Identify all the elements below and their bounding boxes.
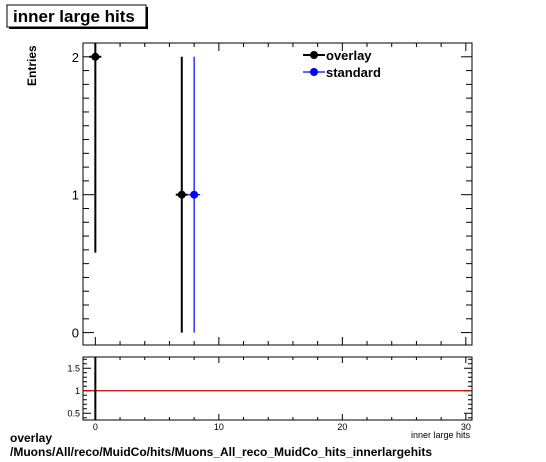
main-axis-ticks [83, 43, 472, 345]
main-series-layer [89, 43, 201, 333]
ratio-x-tick-label: 10 [214, 422, 224, 432]
y-tick-label: 2 [72, 50, 79, 65]
legend-label-standard: standard [326, 65, 381, 80]
data-point-overlay [91, 52, 100, 61]
footer-histogram-path: /Muons/All/reco/MuidCo/hits/Muons_All_re… [10, 445, 433, 459]
ratio-axis-ticks [83, 357, 472, 420]
legend: overlay standard [303, 48, 381, 80]
chart-title: inner large hits [13, 7, 135, 26]
ratio-x-tick-label: 30 [461, 422, 471, 432]
y-tick-label: 0 [72, 326, 79, 341]
footer-overlay-label: overlay [10, 431, 53, 445]
data-point-standard [190, 190, 199, 199]
main-plot-frame [82, 42, 473, 346]
y-tick-label: 1 [72, 188, 79, 203]
title-box-frame [6, 4, 147, 28]
legend-label-overlay: overlay [326, 48, 372, 63]
ratio-plot-frame [82, 356, 473, 421]
ratio-y-tick-label: 1.5 [67, 363, 80, 373]
ratio-series-layer [83, 357, 472, 420]
y-axis-label: Entries [25, 45, 39, 86]
ratio-y-tick-label: 0.5 [67, 408, 80, 418]
x-axis-label: inner large hits [411, 430, 471, 440]
legend-marker-standard [310, 68, 318, 76]
ratio-tick-labels: 0 10 20 30 0.5 1 1.5 [67, 363, 470, 432]
main-tick-labels: 0 1 2 [72, 50, 79, 341]
ratio-x-tick-label: 20 [337, 422, 347, 432]
title-box: inner large hits [6, 4, 148, 29]
legend-marker-overlay [310, 51, 318, 59]
data-point-overlay [177, 190, 186, 199]
ratio-y-tick-label: 1 [75, 386, 80, 396]
ratio-x-tick-label: 0 [93, 422, 98, 432]
